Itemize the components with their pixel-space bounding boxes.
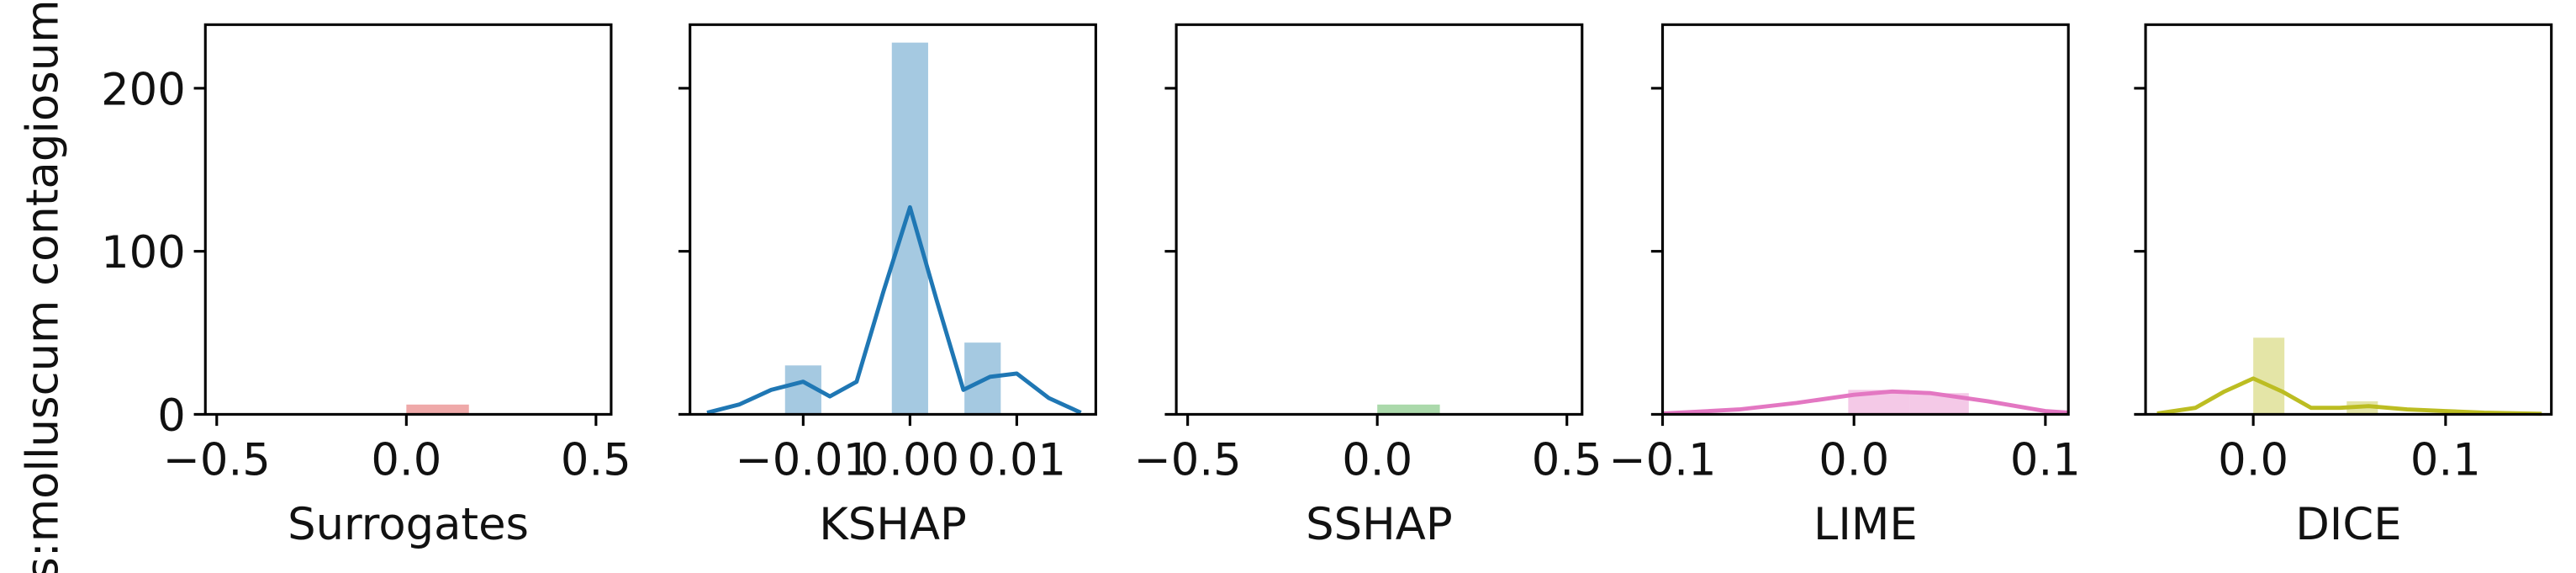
x-axis-label: Surrogates xyxy=(288,499,529,550)
axes-frame xyxy=(1660,23,2070,416)
y-tick-label: 0 xyxy=(157,390,186,442)
x-tick-label: 0.5 xyxy=(1532,435,1602,486)
x-tick-label: 0.1 xyxy=(2010,435,2081,486)
bar xyxy=(406,404,469,415)
x-axis-label: SSHAP xyxy=(1306,499,1453,550)
x-axis-label: DICE xyxy=(2295,499,2401,550)
kde-line xyxy=(1662,389,2069,416)
x-tick-label: −0.1 xyxy=(1608,435,1716,486)
bar xyxy=(2253,337,2285,415)
x-tick-label: 0.0 xyxy=(1342,435,1412,486)
axes-frame xyxy=(689,23,1097,416)
x-tick-label: 0.00 xyxy=(861,435,959,486)
axes-frame xyxy=(1175,23,1584,416)
axes-frame xyxy=(2144,23,2553,416)
kde-line xyxy=(706,204,1082,415)
x-tick-label: 0.5 xyxy=(561,435,631,486)
x-tick-label: −0.01 xyxy=(736,435,872,486)
x-tick-label: 0.01 xyxy=(968,435,1066,486)
x-axis-label: LIME xyxy=(1813,499,1918,550)
y-tick-label: 200 xyxy=(101,64,186,115)
bar xyxy=(1377,404,1440,415)
y-axis-label: STDs:molluscum contagiosum xyxy=(17,0,68,573)
x-tick-label: 0.0 xyxy=(2218,435,2288,486)
x-axis-label: KSHAP xyxy=(819,499,967,550)
x-tick-label: 0.0 xyxy=(371,435,441,486)
axes-frame xyxy=(203,23,613,416)
x-tick-label: 0.0 xyxy=(1819,435,1889,486)
bar xyxy=(891,42,928,415)
x-tick-label: 0.1 xyxy=(2410,435,2481,486)
kde-line xyxy=(2156,376,2542,416)
y-tick-label: 100 xyxy=(101,227,186,279)
x-tick-label: −0.5 xyxy=(1134,435,1242,486)
x-tick-label: −0.5 xyxy=(163,435,271,486)
